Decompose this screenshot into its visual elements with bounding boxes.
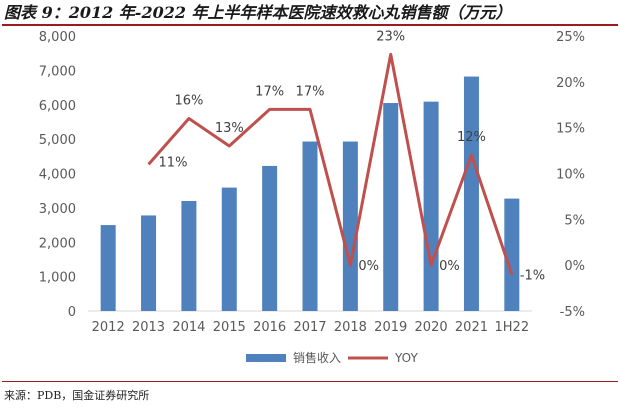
- source-note: 来源：PDB，国金证券研究所: [4, 389, 150, 402]
- x-tick-label: 2017: [293, 320, 326, 335]
- bar: [342, 141, 358, 311]
- yoy-data-label: 11%: [159, 155, 188, 170]
- x-axis: 2012 2013 2014 2015 2016 2017 2018 2019 2020 2021…: [92, 320, 529, 335]
- x-tick-label: 2014: [172, 320, 205, 335]
- bar: [383, 103, 399, 311]
- x-tick-label: 1H22: [495, 320, 530, 335]
- bar: [302, 141, 318, 311]
- left-tick-label: 8,000: [39, 30, 76, 45]
- x-tick-label: 2012: [92, 320, 125, 335]
- yoy-data-label: 17%: [296, 84, 325, 99]
- bar: [262, 165, 278, 311]
- right-tick-label: 25%: [556, 30, 585, 45]
- yoy-data-label: -1%: [520, 268, 545, 283]
- bar: [423, 101, 439, 311]
- yoy-data-label: 16%: [174, 94, 203, 109]
- x-tick-label: 2020: [415, 320, 448, 335]
- legend-line-label: YOY: [394, 351, 418, 365]
- bar-series: [100, 76, 520, 311]
- left-tick-label: 6,000: [39, 99, 76, 114]
- bar: [100, 225, 116, 311]
- right-tick-label: -5%: [560, 305, 585, 320]
- yoy-data-label: 12%: [457, 130, 486, 145]
- yoy-data-label: 17%: [255, 84, 284, 99]
- right-tick-label: 15%: [556, 122, 585, 137]
- left-tick-label: 0: [68, 305, 76, 320]
- bar: [463, 76, 479, 311]
- bar: [221, 187, 237, 311]
- x-tick-label: 2016: [253, 320, 286, 335]
- x-tick-label: 2021: [455, 320, 488, 335]
- right-tick-label: 0%: [564, 259, 585, 274]
- left-tick-label: 2,000: [39, 236, 76, 251]
- x-tick-label: 2018: [334, 320, 367, 335]
- bar: [141, 215, 157, 311]
- yoy-data-label: 0%: [439, 259, 460, 274]
- left-tick-label: 3,000: [39, 202, 76, 217]
- right-tick-label: 5%: [564, 213, 585, 228]
- combo-chart: 0 1,000 2,000 3,000 4,000 5,000 6,000 7,000 8,00…: [39, 29, 585, 365]
- x-tick-label: 2015: [213, 320, 246, 335]
- left-tick-label: 4,000: [39, 168, 76, 183]
- legend: 销售收入 YOY: [246, 350, 418, 365]
- left-tick-label: 1,000: [39, 271, 76, 286]
- bar: [504, 198, 520, 311]
- yoy-data-label: 0%: [358, 259, 379, 274]
- legend-bar-swatch: [246, 354, 286, 362]
- title-divider: [2, 24, 618, 26]
- chart-title: 图表 9：2012 年-2022 年上半年样本医院速效救心丸销售额（万元）: [4, 3, 512, 22]
- source-divider: [2, 381, 618, 382]
- right-axis: -5% 0% 5% 10% 15% 20% 25%: [556, 30, 585, 320]
- yoy-data-label: 23%: [376, 29, 405, 44]
- yoy-line: [147, 52, 514, 275]
- legend-bar-label: 销售收入: [293, 350, 341, 365]
- left-tick-label: 7,000: [39, 64, 76, 79]
- x-tick-label: 2013: [132, 320, 165, 335]
- bar: [181, 201, 197, 311]
- yoy-data-label: 13%: [215, 121, 244, 136]
- x-tick-label: 2019: [374, 320, 407, 335]
- right-tick-label: 10%: [556, 168, 585, 183]
- left-tick-label: 5,000: [39, 133, 76, 148]
- yoy-data-labels: 11% 16% 13% 17% 17% 0% 23% 0% 12% -1%: [159, 29, 546, 283]
- right-tick-label: 20%: [556, 76, 585, 91]
- left-axis: 0 1,000 2,000 3,000 4,000 5,000 6,000 7,000 8,00…: [39, 30, 76, 320]
